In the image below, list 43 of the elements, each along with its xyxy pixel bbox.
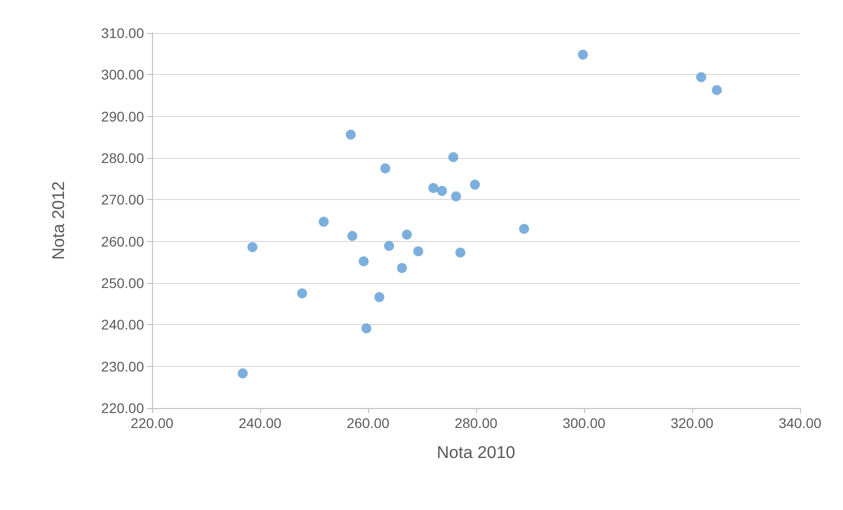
point: [397, 263, 408, 273]
y-tick-label: 260.00: [101, 233, 144, 250]
point: [297, 288, 308, 298]
x-axis-title: Nota 2010: [436, 443, 516, 462]
point: [428, 183, 438, 193]
y-tick-label: 270.00: [101, 192, 144, 208]
x-tick-label: 220.00: [130, 415, 174, 431]
point: [361, 323, 372, 334]
point: [384, 240, 394, 251]
y-tick-label: 280.00: [101, 150, 144, 166]
y-tick-label: 310.00: [101, 25, 144, 41]
y-tick-label: 240.00: [101, 316, 144, 333]
x-tick-label: 340.00: [778, 415, 822, 431]
point: [247, 242, 258, 252]
point: [470, 180, 480, 190]
point: [413, 246, 424, 256]
point: [318, 216, 329, 227]
x-tick-label: 240.00: [238, 415, 282, 431]
y-tick-label: 250.00: [101, 275, 144, 291]
point: [455, 248, 466, 258]
point: [374, 292, 384, 302]
x-tick-label: 320.00: [670, 415, 714, 431]
point: [436, 186, 447, 196]
point: [712, 85, 722, 96]
x-tick-label: 260.00: [346, 415, 390, 431]
point: [358, 256, 369, 266]
point: [519, 224, 530, 234]
point: [402, 230, 412, 240]
y-tick-label: 220.00: [101, 400, 144, 416]
x-tick-label: 300.00: [562, 415, 606, 431]
point: [380, 163, 390, 174]
point: [448, 152, 458, 162]
point: [578, 50, 588, 60]
point: [696, 72, 706, 82]
point: [346, 130, 356, 140]
y-axis-title: Nota 2012: [49, 181, 68, 260]
y-tick-label: 290.00: [101, 108, 144, 124]
point: [347, 230, 358, 241]
y-tick-label: 230.00: [101, 358, 144, 374]
point: [451, 191, 462, 202]
point: [238, 368, 248, 378]
x-tick-label: 280.00: [454, 415, 498, 431]
y-tick-label: 300.00: [101, 66, 144, 83]
